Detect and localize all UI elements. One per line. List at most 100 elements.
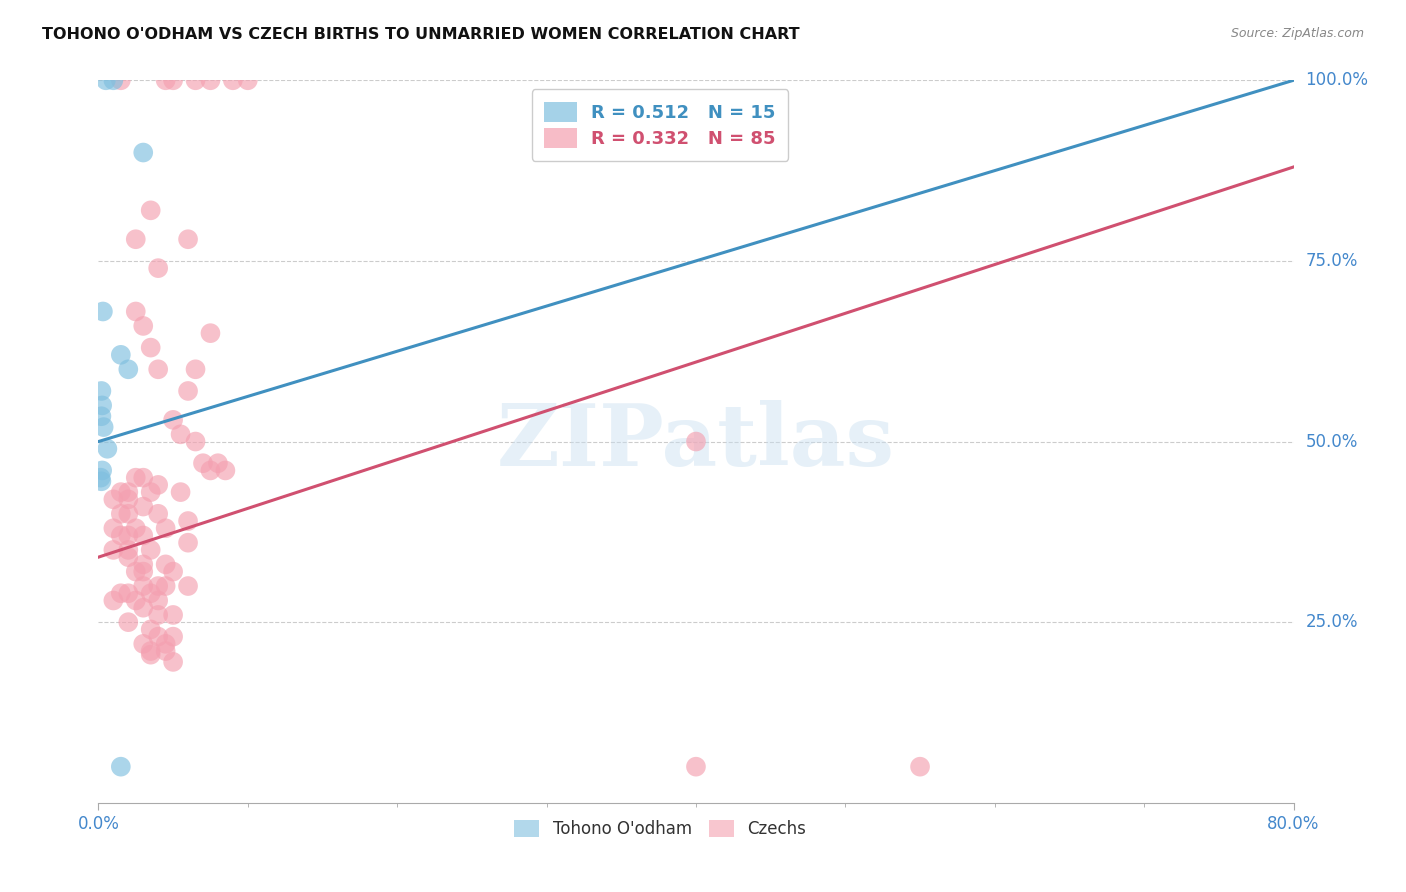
Point [200, 326, 222, 341]
Point [236, 73, 259, 87]
Text: ZIPatlas: ZIPatlas [496, 400, 896, 483]
Text: Source: ZipAtlas.com: Source: ZipAtlas.com [1230, 27, 1364, 40]
Point [184, 362, 207, 376]
Point [191, 456, 214, 470]
Point [96, 442, 118, 456]
Point [110, 73, 132, 87]
Point [103, 593, 125, 607]
Point [132, 528, 155, 542]
Point [177, 535, 200, 549]
Point [125, 565, 148, 579]
Point [125, 521, 148, 535]
Point [132, 145, 155, 160]
Point [177, 514, 200, 528]
Point [162, 607, 184, 622]
Point [110, 507, 132, 521]
Point [94, 73, 117, 87]
Point [103, 521, 125, 535]
Point [139, 586, 162, 600]
Point [117, 542, 139, 557]
Point [162, 413, 184, 427]
Point [90, 471, 112, 485]
Point [132, 579, 155, 593]
Point [177, 232, 200, 246]
Point [139, 644, 162, 658]
Point [132, 500, 155, 514]
Point [148, 478, 170, 492]
Point [148, 593, 170, 607]
Point [184, 434, 207, 449]
Point [117, 550, 139, 565]
Point [93, 420, 115, 434]
Point [155, 644, 177, 658]
Point [125, 232, 148, 246]
Text: 25.0%: 25.0% [1306, 613, 1358, 632]
Point [184, 73, 207, 87]
Point [148, 630, 170, 644]
Point [132, 637, 155, 651]
Text: 100.0%: 100.0% [1306, 71, 1368, 89]
Point [155, 579, 177, 593]
Point [169, 485, 191, 500]
Point [110, 586, 132, 600]
Point [207, 456, 229, 470]
Point [110, 760, 132, 774]
Point [117, 615, 139, 630]
Point [90, 409, 112, 424]
Point [103, 73, 125, 87]
Point [91, 398, 114, 412]
Point [132, 565, 155, 579]
Point [117, 507, 139, 521]
Point [162, 565, 184, 579]
Point [169, 427, 191, 442]
Point [155, 73, 177, 87]
Point [148, 507, 170, 521]
Point [125, 471, 148, 485]
Point [148, 261, 170, 276]
Point [132, 558, 155, 572]
Point [117, 492, 139, 507]
Point [117, 586, 139, 600]
Point [222, 73, 245, 87]
Point [177, 384, 200, 398]
Point [685, 434, 707, 449]
Point [91, 463, 114, 477]
Point [685, 760, 707, 774]
Legend: Tohono O'odham, Czechs: Tohono O'odham, Czechs [508, 814, 813, 845]
Point [91, 304, 114, 318]
Point [103, 492, 125, 507]
Point [90, 384, 112, 398]
Point [110, 528, 132, 542]
Point [139, 485, 162, 500]
Point [139, 341, 162, 355]
Point [155, 521, 177, 535]
Point [162, 655, 184, 669]
Text: 75.0%: 75.0% [1306, 252, 1358, 270]
Point [117, 362, 139, 376]
Point [139, 623, 162, 637]
Point [90, 475, 112, 489]
Point [214, 463, 236, 477]
Point [908, 760, 931, 774]
Point [132, 318, 155, 333]
Point [148, 579, 170, 593]
Point [200, 463, 222, 477]
Point [139, 203, 162, 218]
Point [177, 579, 200, 593]
Point [110, 485, 132, 500]
Point [117, 485, 139, 500]
Point [132, 471, 155, 485]
Point [162, 630, 184, 644]
Point [125, 593, 148, 607]
Point [155, 637, 177, 651]
Text: 50.0%: 50.0% [1306, 433, 1358, 450]
Point [103, 542, 125, 557]
Point [200, 73, 222, 87]
Point [110, 348, 132, 362]
Point [139, 648, 162, 662]
Point [132, 600, 155, 615]
Point [125, 304, 148, 318]
Text: TOHONO O'ODHAM VS CZECH BIRTHS TO UNMARRIED WOMEN CORRELATION CHART: TOHONO O'ODHAM VS CZECH BIRTHS TO UNMARR… [42, 27, 800, 42]
Point [162, 73, 184, 87]
Point [148, 362, 170, 376]
